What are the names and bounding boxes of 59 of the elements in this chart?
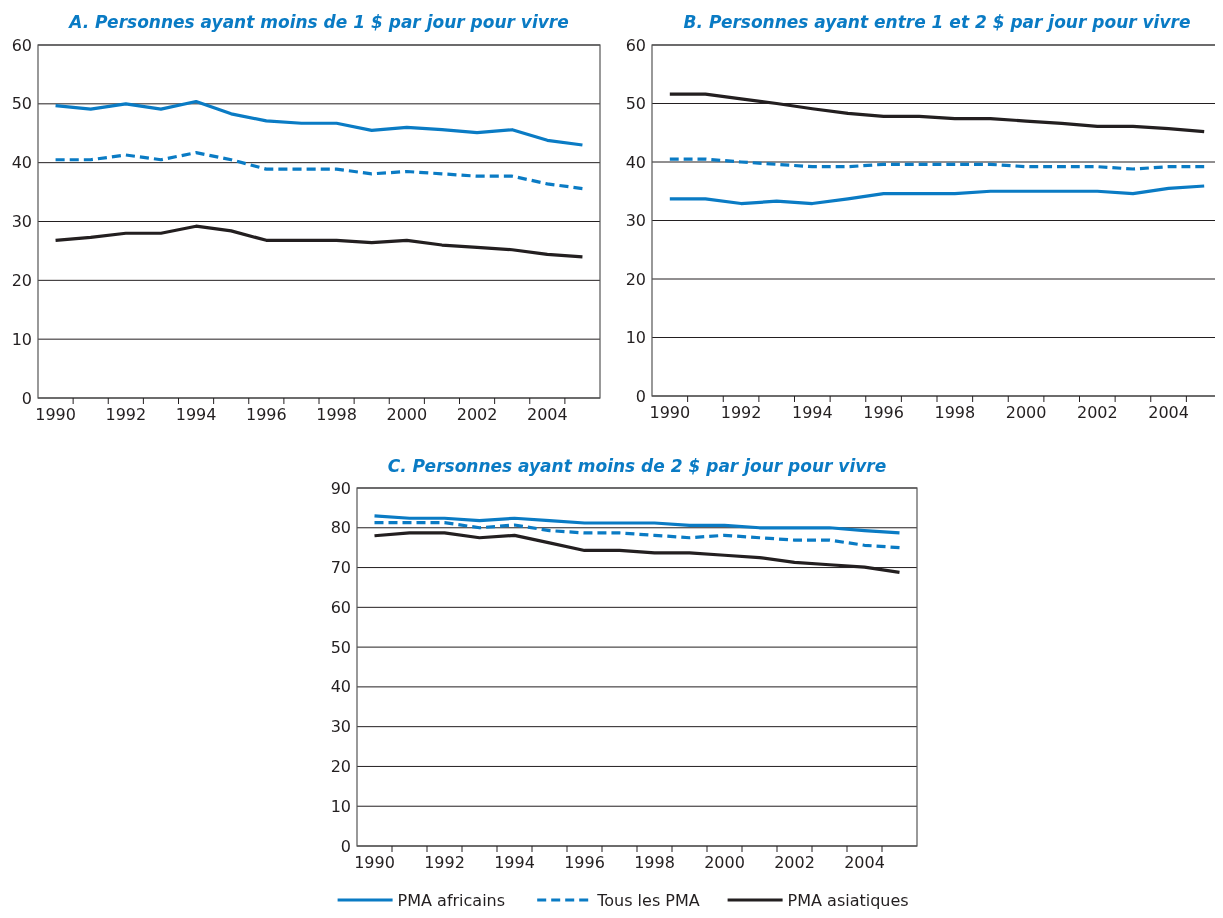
y-tick-label: 30 [11,212,32,232]
x-tick-label: 2002 [456,405,498,424]
y-tick-label: 40 [330,677,351,697]
y-tick-label: 70 [330,558,351,578]
x-tick-label: 1994 [791,403,833,422]
y-tick-label: 10 [625,328,646,348]
x-tick-label: 1994 [494,853,535,872]
y-tick-label: 40 [625,152,646,172]
chart-title: B. Personnes ayant entre 1 et 2 $ par jour pour vivre [683,12,1191,32]
x-tick-label: 1996 [564,853,605,872]
x-tick-label: 2004 [1148,403,1189,422]
y-tick-label: 20 [11,270,32,290]
y-tick-label: 50 [625,94,646,114]
y-tick-label: 90 [330,478,351,498]
x-tick-label: 2002 [1076,403,1118,422]
chart-title: A. Personnes ayant moins de 1 $ par jour pour vivre [67,12,569,32]
legend-label: PMA africains [397,890,506,910]
x-tick-label: 2004 [526,405,568,424]
x-tick-label: 2004 [844,853,885,872]
y-tick-label: 30 [625,211,646,231]
y-tick-label: 60 [330,597,351,617]
x-tick-label: 1992 [424,853,465,872]
chart-title: C. Personnes ayant moins de 2 $ par jour pour vivre [387,456,887,476]
line-series [53,99,585,147]
y-tick-label: 50 [330,637,351,657]
x-tick-label: 1992 [720,403,762,422]
x-tick-label: 1998 [934,403,976,422]
x-tick-label: 1990 [354,853,395,872]
line-series [668,157,1206,171]
x-tick-label: 1990 [35,405,76,424]
legend-label: Tous les PMA [596,890,700,910]
y-tick-label: 10 [330,796,351,816]
legend-label: PMA asiatiques [787,890,909,910]
y-tick-label: 80 [330,518,351,538]
x-tick-label: 1996 [863,403,904,422]
line-series [53,151,585,191]
x-tick-label: 2000 [1005,403,1047,422]
y-tick-label: 40 [11,153,32,173]
x-tick-label: 1996 [245,405,287,424]
y-tick-label: 0 [340,836,351,856]
x-tick-label: 1994 [175,405,217,424]
x-tick-label: 2000 [386,405,428,424]
y-tick-label: 0 [21,388,32,408]
x-tick-label: 2000 [704,853,745,872]
line-series [668,184,1206,206]
y-tick-label: 20 [330,757,351,777]
x-tick-label: 1998 [316,405,357,424]
y-tick-label: 60 [625,35,646,55]
line-series [53,224,585,259]
y-tick-label: 20 [625,269,646,289]
x-tick-label: 1990 [649,403,691,422]
x-tick-label: 2002 [774,853,815,872]
x-tick-label: 1992 [105,405,147,424]
y-tick-label: 30 [330,717,351,737]
y-tick-label: 60 [11,35,32,55]
y-tick-label: 10 [11,329,32,349]
y-tick-label: 50 [11,94,32,114]
x-tick-label: 1998 [634,853,675,872]
y-tick-label: 0 [635,386,646,406]
